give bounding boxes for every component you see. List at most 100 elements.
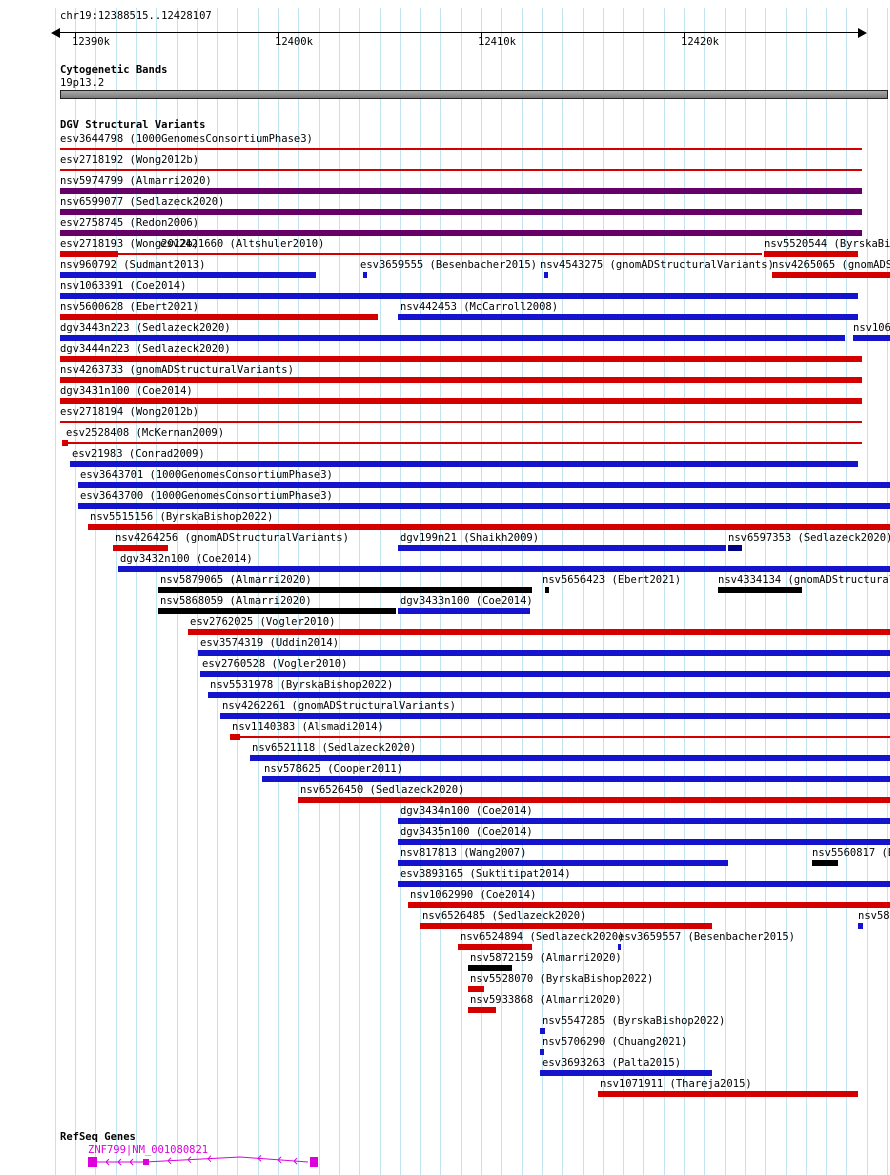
variant-bar[interactable] (718, 587, 802, 593)
variant-label[interactable]: nsv58 (858, 910, 890, 922)
variant-bar[interactable] (398, 839, 890, 845)
variant-label[interactable]: nsv1140383 (Alsmadi2014) (232, 721, 384, 733)
variant-label[interactable]: esv2760528 (Vogler2010) (202, 658, 348, 670)
variant-label[interactable]: nsv5547285 (ByrskaBishop2022) (542, 1015, 726, 1027)
variant-bar[interactable] (60, 335, 845, 341)
variant-label[interactable]: nsv817813 (Wang2007) (400, 847, 527, 859)
variant-bar[interactable] (398, 314, 858, 320)
variant-bar[interactable] (298, 797, 890, 803)
variant-label[interactable]: nsv5872159 (Almarri2020) (470, 952, 622, 964)
variant-bar[interactable] (198, 650, 890, 656)
variant-bar[interactable] (60, 356, 862, 362)
variant-bar[interactable] (618, 944, 621, 950)
variant-label[interactable]: esv3659555 (Besenbacher2015) (360, 259, 538, 271)
variant-bar[interactable] (118, 566, 890, 572)
variant-bar[interactable] (420, 923, 712, 929)
variant-label[interactable]: esv3643701 (1000GenomesConsortiumPhase3) (80, 469, 333, 481)
variant-label[interactable]: esv3893165 (Suktitipat2014) (400, 868, 571, 880)
variant-bar[interactable] (468, 965, 512, 971)
variant-bar[interactable] (60, 272, 316, 278)
variant-label[interactable]: nsv5600628 (Ebert2021) (60, 301, 200, 313)
variant-label[interactable]: nsv5560817 (B (812, 847, 890, 859)
variant-label[interactable]: esv3693263 (Palta2015) (542, 1057, 682, 1069)
variant-label[interactable]: esv3659557 (Besenbacher2015) (618, 931, 796, 943)
variant-label[interactable]: nsv6526485 (Sedlazeck2020) (422, 910, 587, 922)
variant-bar[interactable] (728, 545, 742, 551)
variant-label[interactable]: esv2528408 (McKernan2009) (66, 427, 225, 439)
cytoband-bar[interactable] (60, 90, 888, 99)
variant-bar[interactable] (540, 1049, 544, 1055)
variant-bar[interactable] (398, 818, 890, 824)
variant-label[interactable]: esv2421660 (Altshuler2010) (160, 238, 325, 250)
variant-label[interactable]: dgv3432n100 (Coe2014) (120, 553, 253, 565)
variant-bar[interactable] (78, 503, 890, 509)
variant-bar[interactable] (60, 421, 862, 423)
variant-bar[interactable] (60, 209, 862, 215)
variant-label[interactable]: nsv1062990 (Coe2014) (410, 889, 537, 901)
variant-label[interactable]: nsv442453 (McCarroll2008) (400, 301, 559, 313)
variant-label[interactable]: nsv106 (853, 322, 890, 334)
variant-label[interactable]: nsv4543275 (gnomADStructuralVariants) (540, 259, 774, 271)
variant-label[interactable]: esv2718193 (Wong2012b) (60, 238, 200, 250)
variant-bar[interactable] (88, 524, 890, 530)
variant-bar[interactable] (62, 442, 862, 444)
variant-label[interactable]: nsv5706290 (Chuang2021) (542, 1036, 688, 1048)
variant-bar[interactable] (113, 545, 168, 551)
variant-bar[interactable] (398, 860, 728, 866)
variant-bar[interactable] (363, 272, 367, 278)
variant-bar[interactable] (398, 881, 890, 887)
variant-label[interactable]: dgv3433n100 (Coe2014) (400, 595, 533, 607)
variant-bar[interactable] (398, 545, 726, 551)
variant-label[interactable]: esv2762025 (Vogler2010) (190, 616, 336, 628)
variant-label[interactable]: esv21983 (Conrad2009) (72, 448, 205, 460)
variant-bar[interactable] (858, 923, 863, 929)
variant-label[interactable]: esv2718192 (Wong2012b) (60, 154, 200, 166)
variant-label[interactable]: nsv5520544 (ByrskaBis (764, 238, 890, 250)
variant-label[interactable]: nsv5879065 (Almarri2020) (160, 574, 312, 586)
variant-bar[interactable] (60, 188, 862, 194)
variant-bar[interactable] (764, 251, 858, 257)
variant-bar[interactable] (250, 755, 890, 761)
variant-bar[interactable] (230, 736, 890, 738)
variant-bar[interactable] (468, 986, 484, 992)
variant-bar[interactable] (70, 461, 858, 467)
variant-bar[interactable] (60, 377, 862, 383)
variant-bar[interactable] (208, 692, 890, 698)
variant-label[interactable]: esv3644798 (1000GenomesConsortiumPhase3) (60, 133, 313, 145)
variant-bar[interactable] (188, 629, 890, 635)
variant-label[interactable]: dgv3431n100 (Coe2014) (60, 385, 193, 397)
variant-label[interactable]: nsv4265065 (gnomADSt (772, 259, 890, 271)
variant-label[interactable]: nsv6521118 (Sedlazeck2020) (252, 742, 417, 754)
variant-bar[interactable] (158, 608, 396, 614)
variant-bar[interactable] (60, 148, 862, 150)
variant-label[interactable]: nsv5656423 (Ebert2021) (542, 574, 682, 586)
variant-label[interactable]: nsv6599077 (Sedlazeck2020) (60, 196, 225, 208)
variant-label[interactable]: dgv3444n223 (Sedlazeck2020) (60, 343, 231, 355)
variant-label[interactable]: esv3574319 (Uddin2014) (200, 637, 340, 649)
variant-label[interactable]: nsv1071911 (Thareja2015) (600, 1078, 752, 1090)
variant-bar[interactable] (398, 608, 530, 614)
variant-label[interactable]: nsv5933868 (Almarri2020) (470, 994, 622, 1006)
variant-bar[interactable] (60, 314, 378, 320)
variant-label[interactable]: nsv4334134 (gnomADStructuralV (718, 574, 890, 586)
ruler-right-arrow-icon[interactable] (858, 28, 867, 38)
variant-bar[interactable] (200, 671, 890, 677)
variant-bar[interactable] (262, 776, 890, 782)
variant-bar[interactable] (545, 587, 549, 593)
variant-bar[interactable] (60, 169, 862, 171)
variant-label[interactable]: nsv6526450 (Sedlazeck2020) (300, 784, 465, 796)
variant-label[interactable]: nsv5974799 (Almarri2020) (60, 175, 212, 187)
gene-structure[interactable] (80, 1152, 325, 1174)
ruler-left-arrow-icon[interactable] (51, 28, 60, 38)
variant-bar[interactable] (468, 1007, 496, 1013)
variant-bar[interactable] (118, 253, 762, 255)
variant-bar[interactable] (540, 1028, 545, 1034)
variant-bar[interactable] (853, 335, 890, 341)
variant-bar[interactable] (598, 1091, 858, 1097)
variant-label[interactable]: nsv5868059 (Almarri2020) (160, 595, 312, 607)
variant-label[interactable]: dgv3435n100 (Coe2014) (400, 826, 533, 838)
variant-bar[interactable] (60, 251, 118, 257)
variant-bar[interactable] (60, 398, 862, 404)
variant-bar[interactable] (78, 482, 890, 488)
variant-bar[interactable] (408, 902, 890, 908)
